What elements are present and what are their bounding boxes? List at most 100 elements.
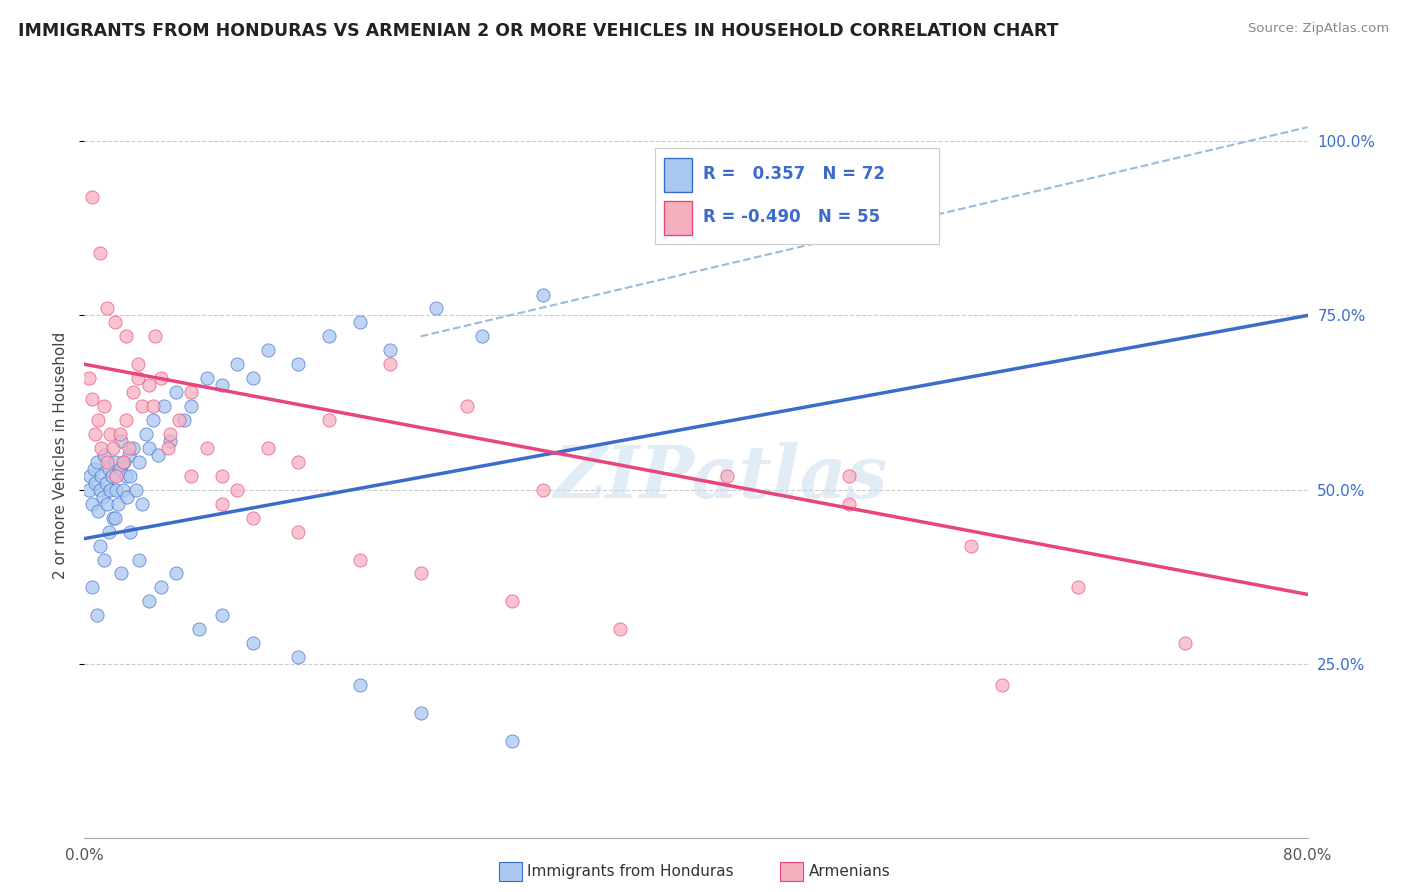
Point: [138, 378, 160, 392]
Point: [838, 497, 860, 511]
Point: [138, 441, 160, 455]
Point: [838, 468, 860, 483]
Point: [211, 378, 233, 392]
Point: [180, 385, 202, 400]
Y-axis label: 2 or more Vehicles in Household: 2 or more Vehicles in Household: [53, 331, 69, 579]
Point: [98, 483, 121, 497]
Point: [103, 441, 125, 455]
Point: [97, 462, 120, 476]
Point: [349, 552, 371, 566]
Point: [114, 329, 136, 343]
Point: [242, 371, 264, 385]
Point: [287, 455, 309, 469]
Point: [287, 357, 309, 371]
Point: [101, 468, 124, 483]
Point: [531, 483, 554, 497]
Point: [131, 497, 153, 511]
Text: R =   0.357   N = 72: R = 0.357 N = 72: [703, 165, 886, 183]
Point: [89, 539, 111, 553]
Point: [195, 371, 218, 385]
Point: [349, 315, 371, 329]
Point: [80, 392, 103, 406]
Bar: [664, 158, 692, 192]
Point: [380, 343, 402, 358]
Point: [118, 448, 141, 462]
Point: [127, 371, 149, 385]
Point: [188, 622, 211, 636]
Point: [173, 413, 195, 427]
Point: [318, 329, 340, 343]
Point: [180, 468, 202, 483]
Point: [128, 552, 150, 566]
Point: [96, 455, 118, 469]
Point: [112, 455, 135, 469]
Point: [1067, 581, 1090, 595]
Point: [114, 413, 136, 427]
Point: [502, 594, 524, 608]
Point: [80, 190, 103, 204]
Point: [111, 455, 134, 469]
Point: [135, 427, 157, 442]
Point: [83, 462, 105, 476]
Point: [153, 399, 176, 413]
Point: [211, 468, 233, 483]
Point: [211, 608, 233, 623]
Point: [93, 399, 115, 413]
Point: [1174, 636, 1197, 650]
Point: [143, 329, 166, 343]
Point: [86, 455, 108, 469]
Point: [90, 468, 112, 483]
Text: Armenians: Armenians: [808, 864, 890, 879]
Point: [80, 581, 103, 595]
Point: [97, 524, 120, 539]
Point: [104, 510, 127, 524]
Point: [502, 734, 524, 748]
Point: [122, 441, 145, 455]
Point: [110, 434, 132, 448]
Point: [125, 483, 148, 497]
Point: [110, 566, 132, 581]
Point: [94, 475, 117, 490]
Point: [242, 510, 264, 524]
Point: [349, 678, 371, 692]
Point: [118, 441, 141, 455]
Point: [115, 490, 138, 504]
Point: [114, 468, 136, 483]
Point: [104, 455, 127, 469]
Point: [287, 524, 309, 539]
Point: [531, 287, 554, 301]
Point: [96, 301, 118, 316]
Point: [77, 483, 100, 497]
Point: [226, 357, 249, 371]
Point: [89, 483, 111, 497]
Point: [149, 371, 172, 385]
Point: [96, 497, 118, 511]
Point: [142, 399, 165, 413]
Point: [159, 427, 181, 442]
Point: [716, 468, 738, 483]
Point: [165, 566, 187, 581]
Point: [120, 524, 142, 539]
Point: [471, 329, 494, 343]
Point: [380, 357, 402, 371]
Point: [107, 497, 129, 511]
Text: IMMIGRANTS FROM HONDURAS VS ARMENIAN 2 OR MORE VEHICLES IN HOUSEHOLD CORRELATION: IMMIGRANTS FROM HONDURAS VS ARMENIAN 2 O…: [18, 22, 1059, 40]
Point: [120, 468, 142, 483]
Point: [226, 483, 249, 497]
Point: [79, 468, 101, 483]
Point: [127, 357, 149, 371]
Point: [131, 399, 153, 413]
Point: [409, 706, 432, 720]
Point: [89, 245, 111, 260]
Point: [91, 490, 114, 504]
Point: [86, 608, 108, 623]
Point: [211, 497, 233, 511]
Point: [138, 594, 160, 608]
Point: [242, 636, 264, 650]
Point: [287, 650, 309, 665]
Point: [165, 385, 187, 400]
Text: Immigrants from Honduras: Immigrants from Honduras: [527, 864, 734, 879]
Point: [149, 581, 172, 595]
Point: [90, 441, 112, 455]
Point: [93, 552, 115, 566]
